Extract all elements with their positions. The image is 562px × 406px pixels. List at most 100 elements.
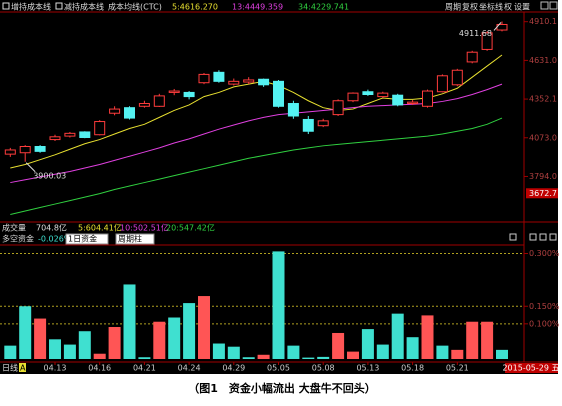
cursor-date: 2015-05-29 五 bbox=[502, 364, 559, 373]
volume-value: 704.8亿 bbox=[36, 223, 67, 233]
cursor-price-box bbox=[526, 188, 558, 199]
candle-body bbox=[34, 146, 46, 152]
candle-body bbox=[64, 132, 76, 137]
bar bbox=[168, 317, 181, 359]
x-tick-label: 04.13 bbox=[44, 364, 67, 373]
candle-body bbox=[302, 118, 314, 132]
candle-body bbox=[466, 51, 478, 63]
bar bbox=[212, 343, 225, 359]
legend-entry: 13:4449.359 bbox=[232, 3, 283, 12]
candle-body bbox=[213, 71, 225, 82]
candle-body bbox=[138, 103, 150, 107]
panel-button[interactable] bbox=[539, 233, 547, 241]
ma-line bbox=[10, 54, 503, 169]
candle-body bbox=[153, 95, 165, 107]
high-label: 4911.68 bbox=[459, 29, 492, 38]
bar bbox=[332, 332, 345, 359]
toolbar-button[interactable]: 复权 bbox=[462, 2, 478, 12]
bar bbox=[123, 284, 136, 359]
x-tick-label: 05.18 bbox=[401, 364, 424, 373]
candle-body bbox=[362, 91, 374, 96]
ma-line bbox=[10, 83, 503, 184]
candle-body bbox=[481, 32, 493, 50]
candle-body bbox=[94, 121, 106, 136]
x-tick-label: 04.16 bbox=[88, 364, 111, 373]
y-tick-label: 0.100% bbox=[529, 319, 560, 328]
dropdown-label[interactable]: 周期柱 bbox=[118, 234, 142, 244]
bar bbox=[257, 354, 270, 359]
toggle-box[interactable] bbox=[2, 2, 10, 10]
candle-body bbox=[168, 90, 180, 93]
candle-body bbox=[332, 100, 344, 116]
legend-entry: 34:4229.741 bbox=[298, 3, 349, 12]
bar bbox=[272, 251, 285, 359]
candle-body bbox=[273, 80, 284, 107]
candle-body bbox=[422, 90, 433, 107]
bar bbox=[78, 331, 91, 359]
candle-body bbox=[19, 146, 31, 154]
candle-body bbox=[436, 75, 448, 93]
candle-body bbox=[317, 120, 329, 127]
panel-button[interactable] bbox=[549, 233, 557, 241]
candle-body bbox=[198, 73, 210, 84]
low-label: 3900.03 bbox=[33, 171, 66, 180]
legend-entry: 5:4616.270 bbox=[172, 3, 218, 12]
bar bbox=[391, 313, 404, 359]
y-tick-label: 3794.0 bbox=[529, 172, 557, 181]
toggle-box[interactable] bbox=[55, 2, 63, 10]
y-tick-label: 4352.1 bbox=[529, 95, 557, 104]
caption: （图1 资金小幅流出 大盘牛不回头） bbox=[188, 381, 375, 395]
candle-body bbox=[109, 108, 121, 114]
dropdown[interactable] bbox=[115, 233, 155, 245]
y-tick-label: 0.150% bbox=[529, 302, 560, 311]
bar bbox=[421, 315, 434, 359]
panel-button[interactable] bbox=[509, 233, 517, 241]
bar bbox=[242, 357, 255, 359]
bar bbox=[153, 321, 166, 359]
volume-ma: 5:604.41亿 bbox=[78, 223, 122, 233]
ma-line bbox=[10, 117, 503, 215]
dropdown[interactable] bbox=[65, 233, 109, 245]
bar bbox=[361, 329, 374, 359]
bar bbox=[481, 321, 494, 359]
toolbar-item: 成本均线(CTC) bbox=[108, 2, 162, 12]
toolbar-button[interactable]: 权 bbox=[504, 2, 512, 12]
toolbar-item[interactable]: 减持成本线 bbox=[64, 2, 104, 12]
low-pointer bbox=[25, 162, 36, 173]
y-tick-label: 0.300% bbox=[529, 249, 560, 258]
candle-body bbox=[347, 92, 359, 102]
x-tick-label: 05.13 bbox=[356, 364, 379, 373]
window-button[interactable] bbox=[540, 1, 549, 10]
date-box bbox=[505, 363, 558, 373]
candle-body bbox=[49, 136, 61, 141]
bar bbox=[347, 351, 359, 359]
bar bbox=[496, 349, 508, 359]
candle-body bbox=[407, 101, 419, 105]
window-button[interactable] bbox=[549, 1, 558, 10]
toolbar-button[interactable]: 设置 bbox=[514, 2, 530, 12]
dropdown-label[interactable]: 1日资金 bbox=[68, 234, 97, 244]
volume-ma: 10:502.51亿 bbox=[120, 223, 169, 233]
candle-body bbox=[4, 149, 16, 155]
high-pointer bbox=[493, 22, 502, 31]
bar bbox=[63, 344, 76, 359]
panel-title: 成交量 bbox=[2, 223, 26, 233]
volume-ma: 20:547.42亿 bbox=[166, 223, 215, 233]
y-tick-label: 4910.1 bbox=[529, 17, 557, 26]
x-tick-label: 04.24 bbox=[178, 364, 201, 373]
bar bbox=[466, 321, 479, 359]
x-tick-label: 05.05 bbox=[267, 364, 290, 373]
toolbar-button[interactable]: 坐标线 bbox=[479, 2, 503, 12]
panel-title: 多空资金 bbox=[2, 234, 34, 244]
bar bbox=[287, 345, 300, 359]
bar bbox=[376, 344, 389, 359]
x-tick-label: 05.08 bbox=[312, 364, 335, 373]
bar bbox=[451, 349, 464, 359]
toolbar-button[interactable]: 周期 bbox=[445, 3, 461, 12]
cursor-price-label: 3672.7 bbox=[529, 189, 557, 198]
toolbar-item[interactable]: 增持成本线 bbox=[11, 2, 51, 12]
panel-button[interactable] bbox=[529, 233, 537, 241]
bar bbox=[183, 303, 196, 359]
